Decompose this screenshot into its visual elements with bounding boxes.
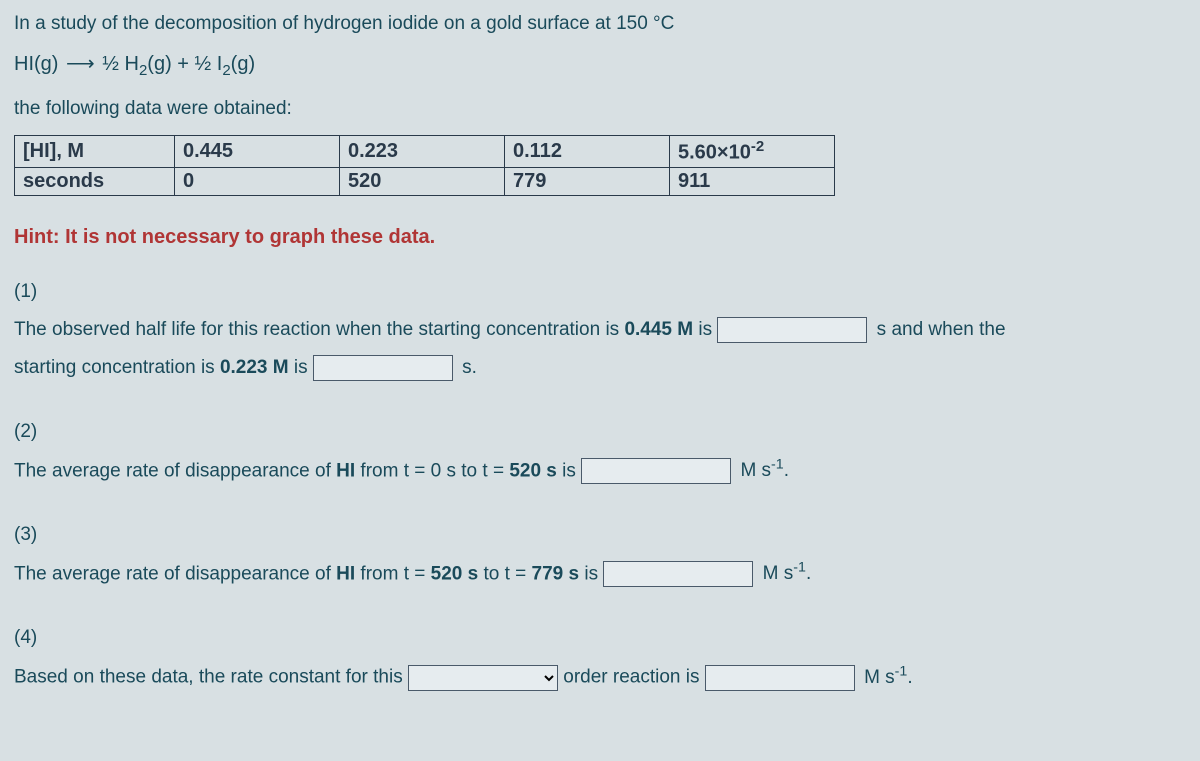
question-1: (1) The observed half life for this reac… <box>14 273 1186 387</box>
arrow-icon: ⟶ <box>66 51 95 76</box>
cell: 0.223 <box>340 136 505 168</box>
table-row: seconds 0 520 779 911 <box>15 167 835 195</box>
row2-header: seconds <box>15 167 175 195</box>
q2-unit: M s-1. <box>740 460 789 481</box>
eq-rhs-part1: ½ H <box>102 53 139 75</box>
cell: 779 <box>505 167 670 195</box>
eq-lhs: HI(g) <box>14 53 58 75</box>
q3-unit: M s-1. <box>763 563 812 584</box>
cell: 911 <box>670 167 835 195</box>
q2-text-a: The average rate of disappearance of <box>14 460 336 481</box>
q3-text-d: is <box>579 563 603 584</box>
q3-species: HI <box>336 563 355 584</box>
q3-number: (3) <box>14 516 1186 554</box>
q1-unit-a: s and when the <box>877 319 1006 340</box>
table-row: [HI], M 0.445 0.223 0.112 5.60×10-2 <box>15 136 835 168</box>
q3-rate-input[interactable] <box>603 561 753 587</box>
q2-text-c: is <box>557 460 581 481</box>
eq-rhs-part2-tail: (g) <box>231 53 255 75</box>
q3-tend: 779 s <box>532 563 580 584</box>
q1-text-c: starting concentration is <box>14 357 220 378</box>
cell: 520 <box>340 167 505 195</box>
data-table: [HI], M 0.445 0.223 0.112 5.60×10-2 seco… <box>14 135 835 196</box>
q3-text-c: to t = <box>478 563 531 584</box>
cell: 5.60×10-2 <box>670 136 835 168</box>
q3-tstart: 520 s <box>431 563 479 584</box>
q4-text-b: order reaction is <box>563 667 705 688</box>
q2-tend: 520 s <box>509 460 557 481</box>
cell: 0.112 <box>505 136 670 168</box>
cell: 0 <box>175 167 340 195</box>
q2-text-b: from t = 0 s to t = <box>355 460 509 481</box>
q1-conc-a: 0.445 M <box>624 319 693 340</box>
eq-rhs-part1-tail: (g) + ½ I <box>147 53 222 75</box>
q3-text-a: The average rate of disappearance of <box>14 563 336 584</box>
q1-text-b: is <box>693 319 717 340</box>
q1-text-d: is <box>289 357 313 378</box>
q2-number: (2) <box>14 413 1186 451</box>
question-4: (4) Based on these data, the rate consta… <box>14 619 1186 696</box>
reaction-equation: HI(g) ⟶ ½ H2(g) + ½ I2(g) <box>14 51 1186 79</box>
intro-text: In a study of the decomposition of hydro… <box>14 10 1186 39</box>
q4-rateconstant-input[interactable] <box>705 665 855 691</box>
q1-conc-b: 0.223 M <box>220 357 289 378</box>
eq-sub2: 2 <box>222 62 230 79</box>
q2-species: HI <box>336 460 355 481</box>
q3-text-b: from t = <box>355 563 431 584</box>
cell: 0.445 <box>175 136 340 168</box>
obtained-text: the following data were obtained: <box>14 95 1186 124</box>
q1-halflife-input-2[interactable] <box>313 355 453 381</box>
q4-unit: M s-1. <box>864 667 913 688</box>
question-3: (3) The average rate of disappearance of… <box>14 516 1186 593</box>
question-2: (2) The average rate of disappearance of… <box>14 413 1186 490</box>
q1-number: (1) <box>14 273 1186 311</box>
q4-number: (4) <box>14 619 1186 657</box>
q1-text-a: The observed half life for this reaction… <box>14 319 624 340</box>
row1-header: [HI], M <box>15 136 175 168</box>
q4-order-select[interactable] <box>408 665 558 691</box>
q1-unit-b: s. <box>462 357 477 378</box>
q4-text-a: Based on these data, the rate constant f… <box>14 667 408 688</box>
q2-rate-input[interactable] <box>581 458 731 484</box>
q1-halflife-input-1[interactable] <box>717 317 867 343</box>
hint-text: Hint: It is not necessary to graph these… <box>14 226 1186 249</box>
